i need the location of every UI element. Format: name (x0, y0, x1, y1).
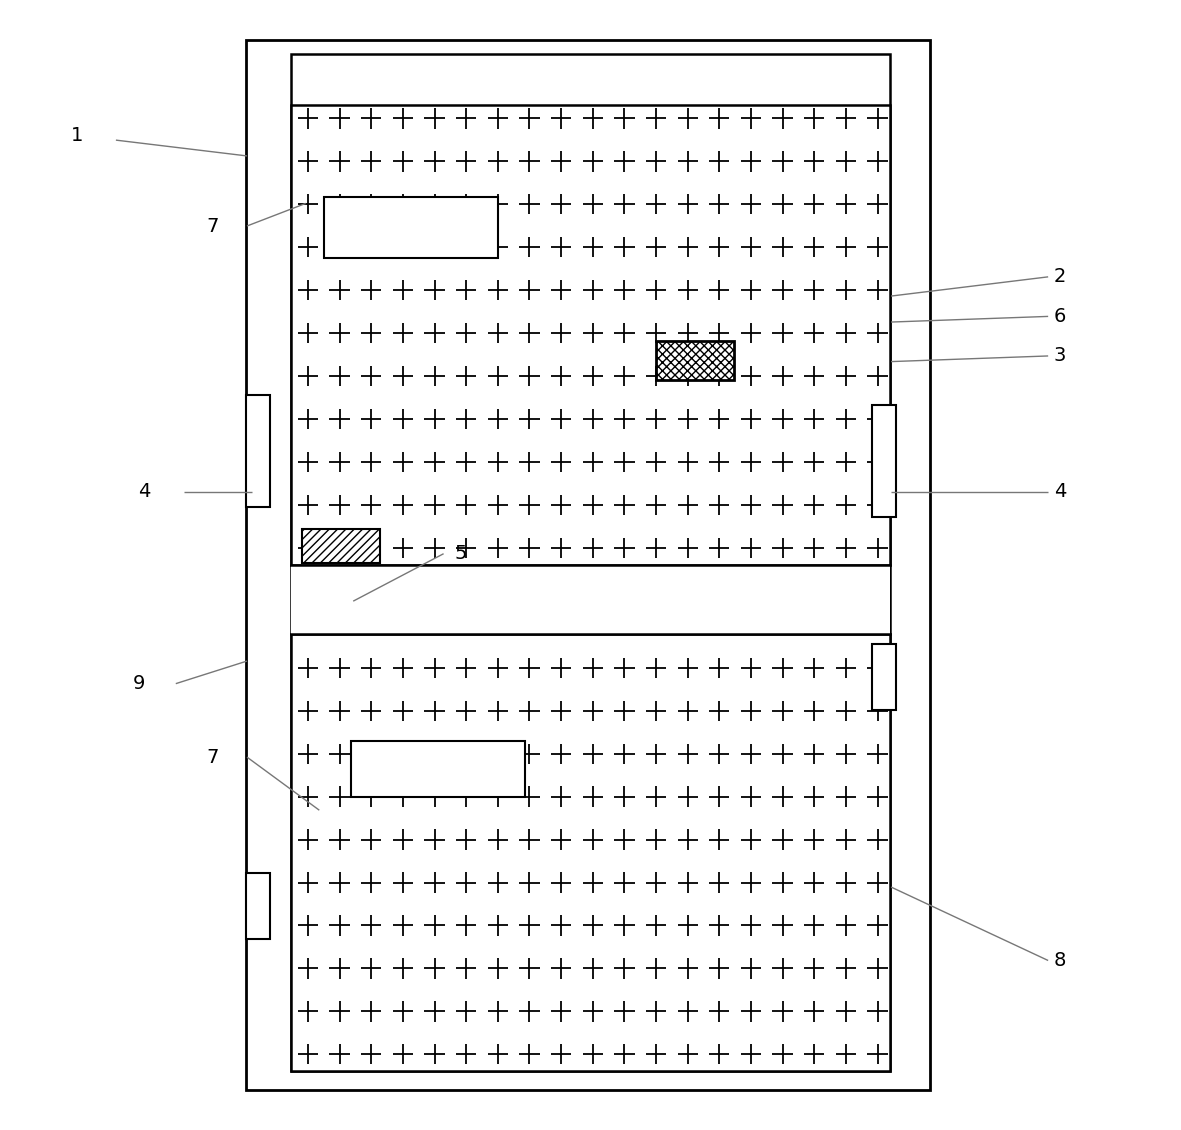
Text: 4: 4 (138, 483, 151, 501)
Text: 7: 7 (207, 748, 218, 766)
Text: 8: 8 (1053, 951, 1066, 970)
Bar (246, 394, 270, 506)
Text: 1: 1 (71, 127, 83, 145)
Text: 7: 7 (207, 217, 218, 235)
Bar (872, 644, 896, 711)
Text: 5: 5 (455, 545, 468, 563)
Bar (246, 40, 929, 1090)
Bar (291, 105, 890, 565)
Text: 3: 3 (1053, 347, 1066, 365)
Text: 4: 4 (1053, 483, 1066, 501)
Bar (291, 565, 890, 634)
Bar (291, 634, 890, 1071)
Text: 9: 9 (132, 675, 145, 693)
Bar (324, 197, 497, 258)
Bar (872, 405, 896, 516)
Bar (302, 529, 379, 563)
Text: 6: 6 (1053, 307, 1066, 325)
Bar (657, 341, 735, 380)
Text: 2: 2 (1053, 268, 1066, 286)
Bar (291, 54, 890, 1071)
Bar (246, 872, 270, 939)
Bar (351, 741, 524, 797)
